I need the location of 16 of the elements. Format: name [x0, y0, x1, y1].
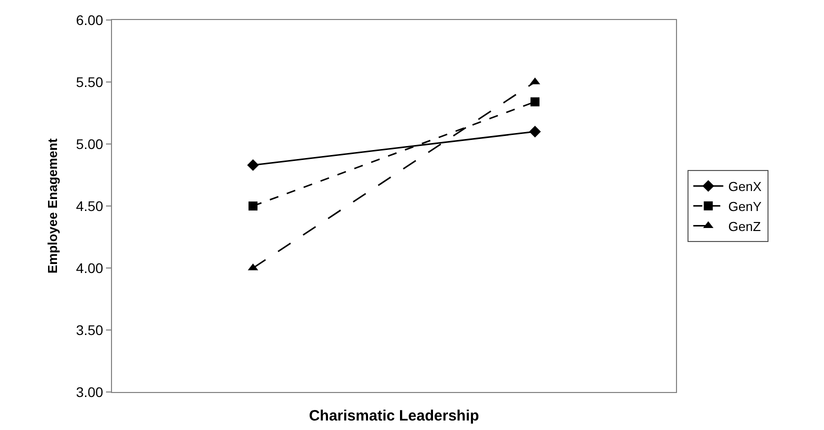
- point: [248, 202, 258, 210]
- y-axis-title: Employee Enagement: [44, 138, 60, 274]
- point: [530, 97, 540, 106]
- legend-label: GenX: [728, 179, 762, 194]
- y-tick-label: 3.00: [76, 384, 104, 400]
- legend-label: GenZ: [728, 218, 761, 234]
- y-tick-label: 5.50: [76, 74, 104, 90]
- y-tick-label: 6.00: [76, 12, 104, 28]
- point: [529, 126, 541, 138]
- y-tick-label: 4.00: [76, 260, 104, 276]
- x-axis-title: Charismatic Leadership: [308, 407, 480, 424]
- point: [247, 159, 259, 171]
- y-tick-label: 5.00: [76, 136, 104, 152]
- y-tick-label: 4.50: [76, 198, 104, 214]
- y-tick-label: 3.50: [76, 322, 104, 338]
- legend-label: GenY: [728, 198, 762, 214]
